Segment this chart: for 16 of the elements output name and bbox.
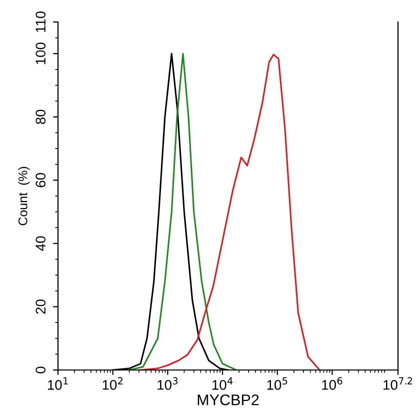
y-tick-label: 20 xyxy=(36,300,46,314)
x-tick-label: 10$^{6}$ xyxy=(322,377,342,390)
x-tick-label: 10$^{5}$ xyxy=(267,377,288,390)
x-tick-label: 10$^{3}$ xyxy=(158,377,178,390)
y-tick-label: 0 xyxy=(36,366,46,374)
y-tick-label: 110 xyxy=(36,11,46,32)
x-axis-title: MYCBP2 xyxy=(198,394,259,406)
x-tick-label: 10$^{2}$ xyxy=(102,377,123,390)
y-axis-title: Count (%) xyxy=(18,166,30,226)
y-tick-label: 80 xyxy=(36,110,46,124)
y-tick-label: 40 xyxy=(36,236,46,251)
x-tick-label: 10$^{4}$ xyxy=(212,377,233,390)
y-tick-label: 60 xyxy=(36,173,46,188)
x-tick-label: 10$^{7.2}$ xyxy=(384,377,412,390)
y-tick-label: 100 xyxy=(36,42,46,64)
x-tick-label: 10$^{1}$ xyxy=(48,377,68,390)
